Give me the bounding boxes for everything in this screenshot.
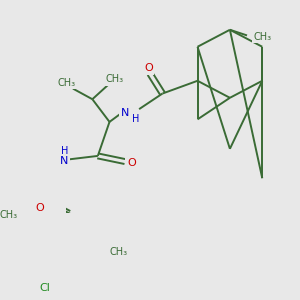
Text: O: O: [35, 203, 44, 213]
Text: H: H: [61, 146, 68, 156]
Text: Cl: Cl: [39, 284, 50, 293]
Text: O: O: [144, 63, 153, 73]
Text: CH₃: CH₃: [58, 78, 76, 88]
Text: CH₃: CH₃: [110, 247, 128, 257]
Text: H: H: [131, 114, 139, 124]
Text: N: N: [121, 108, 129, 118]
Text: CH₃: CH₃: [0, 210, 18, 220]
Text: N: N: [60, 156, 68, 166]
Text: CH₃: CH₃: [253, 32, 272, 42]
Text: CH₃: CH₃: [105, 74, 123, 84]
Text: O: O: [127, 158, 136, 168]
